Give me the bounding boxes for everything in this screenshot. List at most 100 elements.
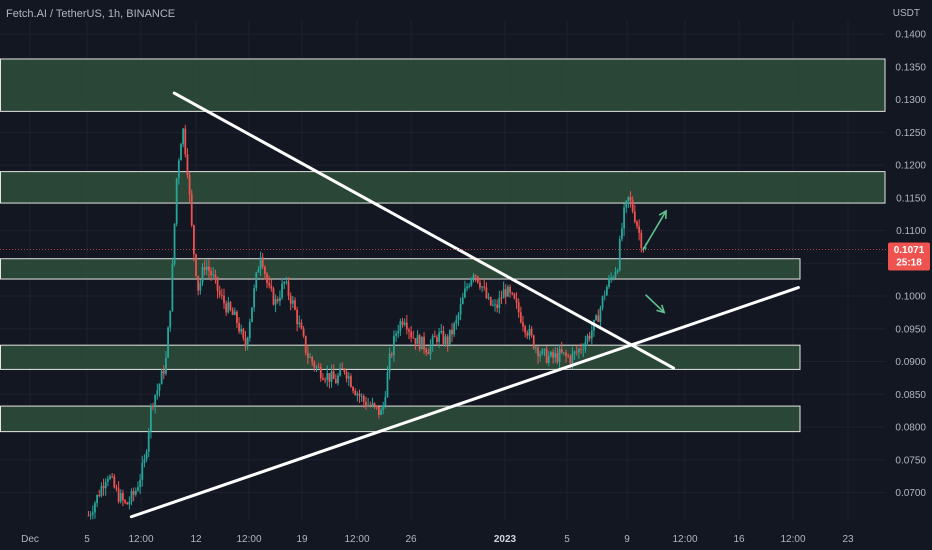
candle-body xyxy=(162,370,165,374)
candle-body xyxy=(91,512,94,515)
candle-body xyxy=(515,298,518,303)
candle-body xyxy=(504,289,507,297)
candle-body xyxy=(343,368,346,373)
candle-body xyxy=(347,376,350,379)
candle-body xyxy=(126,502,129,505)
candle-body xyxy=(102,486,105,489)
candle-body xyxy=(509,286,511,293)
candle-body xyxy=(134,490,137,495)
y-tick-label: 0.0850 xyxy=(895,390,926,401)
candle-body xyxy=(429,344,432,355)
x-tick-label: 5 xyxy=(564,534,570,545)
candle-body xyxy=(167,327,169,358)
y-tick-label: 0.1400 xyxy=(895,30,926,41)
candle-body xyxy=(266,273,268,283)
candle-body xyxy=(124,500,126,503)
y-tick-label: 0.0700 xyxy=(895,488,926,499)
last-price-value: 0.1071 xyxy=(894,245,925,256)
candle-body xyxy=(425,349,428,353)
candle-body xyxy=(96,495,99,504)
candle-body xyxy=(354,390,357,396)
x-tick-label: 12:00 xyxy=(780,534,805,545)
candle-body xyxy=(386,372,389,398)
x-axis[interactable]: Dec 5 12:00 12 12:00 19 12:00 26 2023 5 9 12:00 16 12… xyxy=(21,534,854,545)
trendline xyxy=(172,91,676,370)
candle-body xyxy=(543,349,546,350)
candle-body xyxy=(470,278,473,286)
candle-body xyxy=(227,302,230,313)
candle-body xyxy=(100,486,103,497)
candle-body xyxy=(115,487,118,489)
candle-body xyxy=(356,393,359,396)
candle-body xyxy=(111,476,114,478)
candle-body xyxy=(173,223,176,265)
candle-body xyxy=(330,371,333,382)
candle-body xyxy=(408,329,410,332)
currency-label: USDT xyxy=(892,8,920,19)
candle-body xyxy=(212,274,215,276)
candle-body xyxy=(502,289,505,299)
candle-body xyxy=(257,269,260,273)
x-tick-label: 12:00 xyxy=(128,534,153,545)
candle-body xyxy=(119,493,122,502)
candle-body xyxy=(507,286,509,297)
candle-body xyxy=(132,490,135,495)
candle-body xyxy=(405,322,408,330)
candle-body xyxy=(304,335,307,353)
candle-body xyxy=(322,378,324,380)
candle-body xyxy=(377,406,380,415)
x-tick-label: 16 xyxy=(733,534,745,545)
candle-body xyxy=(597,315,600,323)
candle-body xyxy=(550,352,552,357)
candle-body xyxy=(306,352,309,358)
candle-body xyxy=(113,476,116,488)
candle-body xyxy=(608,278,610,287)
candle-body xyxy=(94,503,96,513)
candle-body xyxy=(601,296,604,308)
candle-body xyxy=(623,207,625,229)
candle-body xyxy=(539,354,542,357)
candle-body xyxy=(169,310,172,328)
candle-body xyxy=(414,338,417,344)
candle-body xyxy=(223,295,225,304)
candle-body xyxy=(270,285,273,289)
candle-body xyxy=(328,373,331,382)
candle-body xyxy=(117,488,120,502)
candle-body xyxy=(517,302,520,313)
candle-body xyxy=(220,294,223,296)
candle-body xyxy=(184,128,187,155)
candle-body xyxy=(491,304,494,306)
candle-body xyxy=(586,335,589,343)
candle-body xyxy=(562,352,565,354)
last-price-countdown: 25:18 xyxy=(896,258,922,269)
candle-body xyxy=(192,225,195,255)
candle-body xyxy=(629,196,632,201)
candle-body xyxy=(238,322,240,332)
y-tick-label: 0.1350 xyxy=(895,62,926,73)
candle-body xyxy=(448,329,451,345)
x-tick-label: 12:00 xyxy=(672,534,697,545)
x-tick-label: 12:00 xyxy=(236,534,261,545)
zone-rect xyxy=(0,171,886,204)
candle-body xyxy=(291,300,294,304)
candle-body xyxy=(122,493,124,501)
candle-body xyxy=(208,266,210,271)
zone-rect xyxy=(0,405,801,433)
candle-body xyxy=(143,459,146,464)
candle-body xyxy=(199,282,202,291)
candle-body xyxy=(296,309,299,325)
candle-body xyxy=(182,128,185,145)
candle-body xyxy=(461,297,464,305)
arrow-head xyxy=(658,209,667,219)
candle-body xyxy=(554,353,557,358)
candle-body xyxy=(578,348,580,353)
candle-body xyxy=(537,347,539,357)
candle-body xyxy=(216,277,219,291)
candle-body xyxy=(481,286,484,288)
candle-body xyxy=(395,333,397,336)
candle-body xyxy=(177,160,180,179)
x-tick-label: 26 xyxy=(405,534,417,545)
candle-body xyxy=(451,329,453,335)
candle-body xyxy=(225,303,228,313)
